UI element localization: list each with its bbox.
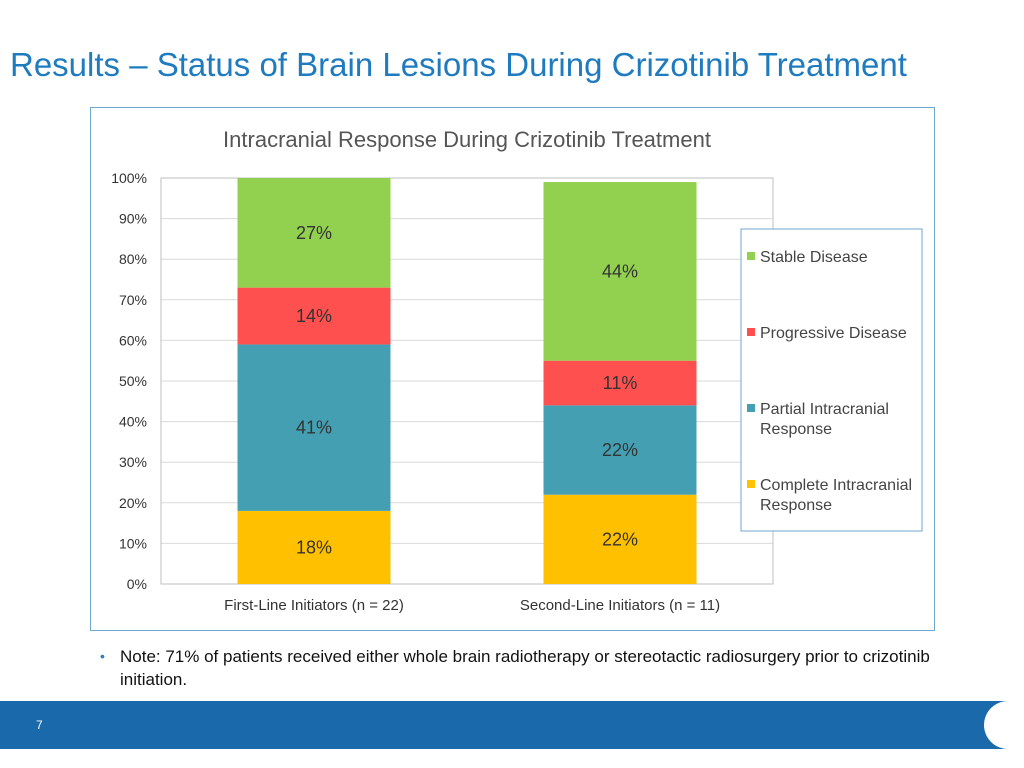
- y-tick-label: 10%: [119, 535, 147, 551]
- legend-label: Response: [760, 421, 832, 438]
- data-label: 44%: [602, 261, 638, 281]
- y-tick-label: 60%: [119, 332, 147, 348]
- footer-curve: [984, 701, 1024, 749]
- note-text: Note: 71% of patients received either wh…: [120, 647, 930, 689]
- y-tick-label: 100%: [111, 170, 147, 186]
- bar-segment: [237, 178, 391, 288]
- bar-segment: [543, 182, 697, 361]
- legend-label: Partial Intracranial: [760, 401, 889, 418]
- chart-title: Intracranial Response During Crizotinib …: [223, 127, 711, 152]
- y-tick-label: 0%: [127, 576, 147, 592]
- legend-box: [740, 228, 923, 532]
- data-label: 22%: [602, 440, 638, 460]
- legend-label: Stable Disease: [760, 249, 868, 266]
- stacked-bar-chart: Intracranial Response During Crizotinib …: [111, 127, 923, 614]
- data-label: 27%: [296, 223, 332, 243]
- legend-label: Response: [760, 497, 832, 514]
- bar-segment: [237, 510, 391, 584]
- x-tick-label: First-Line Initiators (n = 22): [224, 597, 404, 614]
- note-bullet: •: [100, 648, 105, 664]
- slide-title: Results – Status of Brain Lesions During…: [10, 46, 907, 83]
- y-tick-label: 80%: [119, 251, 147, 267]
- y-tick-label: 20%: [119, 495, 147, 511]
- legend-swatch: [747, 252, 755, 260]
- bar-segment: [543, 494, 697, 584]
- bar-segment: [237, 344, 391, 511]
- page-number: 7: [36, 718, 43, 732]
- legend-swatch: [747, 328, 755, 336]
- legend-swatch: [747, 480, 755, 488]
- bar-segment: [237, 287, 391, 345]
- bar-segment: [543, 360, 697, 406]
- x-tick-label: Second-Line Initiators (n = 11): [520, 597, 720, 614]
- legend-label: Progressive Disease: [760, 325, 907, 342]
- chart-frame: Intracranial Response During Crizotinib …: [90, 107, 935, 631]
- y-tick-label: 40%: [119, 414, 147, 430]
- bar-segment: [543, 405, 697, 495]
- y-tick-label: 70%: [119, 292, 147, 308]
- footer-bar: [0, 701, 1024, 749]
- legend-label: Complete Intracranial: [760, 477, 912, 494]
- y-tick-label: 50%: [119, 373, 147, 389]
- y-tick-label: 90%: [119, 211, 147, 227]
- data-label: 14%: [296, 306, 332, 326]
- data-label: 22%: [602, 529, 638, 549]
- note: • Note: 71% of patients received either …: [100, 645, 940, 691]
- data-label: 11%: [603, 373, 638, 393]
- y-tick-label: 30%: [119, 454, 147, 470]
- legend-swatch: [747, 404, 755, 412]
- data-label: 18%: [296, 537, 332, 557]
- data-label: 41%: [296, 418, 332, 438]
